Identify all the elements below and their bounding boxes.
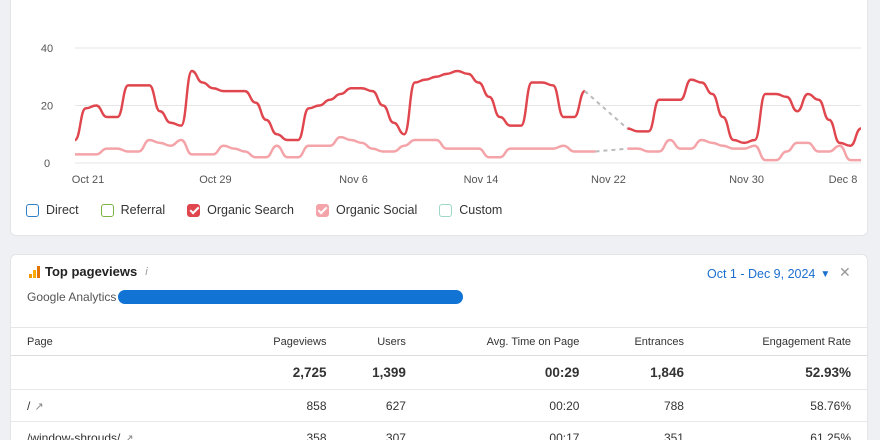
x-tick-label: Oct 29 [199, 174, 231, 186]
table-cell: 52.93% [699, 355, 867, 390]
legend-item-organic-social[interactable]: Organic Social [315, 203, 418, 217]
card-title: Top pageviews i [29, 264, 148, 279]
table-row: /window-shrouds/↗ 358 307 00:17 351 61.2… [11, 421, 867, 440]
table-cell: 00:17 [421, 421, 596, 440]
table-total-row: 2,725 1,399 00:29 1,846 52.93% [11, 355, 867, 390]
chart-legend: Direct Referral Organic Search Organic S… [26, 203, 524, 217]
column-header[interactable]: Engagement Rate [699, 327, 867, 356]
checkbox-direct[interactable] [26, 203, 39, 217]
info-icon[interactable]: i [145, 265, 148, 278]
close-icon[interactable]: ✕ [839, 264, 851, 280]
table-cell: 00:20 [421, 389, 596, 422]
card-title-text: Top pageviews [45, 264, 138, 279]
table-cell: 351 [595, 421, 700, 440]
top-pageviews-card: Top pageviews i Google Analytics Oct 1 -… [10, 254, 868, 440]
table-cell: 627 [342, 389, 422, 422]
x-tick-label: Nov 6 [339, 174, 368, 186]
page-cell[interactable]: /window-shrouds/↗ [11, 421, 233, 440]
date-range-text: Oct 1 - Dec 9, 2024 [707, 267, 816, 281]
external-link-icon[interactable]: ↗ [124, 432, 134, 440]
legend-item-referral[interactable]: Referral [100, 203, 166, 217]
traffic-line-chart: 0 20 40 Oct 21 Oct 29 Nov 6 Nov 14 Nov 22 Nov 30… [41, 43, 862, 186]
x-tick-label: Dec 8 [829, 174, 858, 186]
y-tick-label: 20 [41, 101, 53, 113]
gap-connector [584, 90, 628, 130]
table-cell: 61.25% [699, 421, 867, 440]
checkbox-organic-social[interactable] [315, 203, 329, 217]
data-source-label: Google Analytics [27, 290, 117, 304]
x-tick-label: Nov 22 [591, 174, 626, 186]
series-line-organic-search[interactable] [73, 69, 586, 142]
x-tick-label: Nov 14 [464, 174, 499, 186]
table-row: / ↗ 858 627 00:20 788 58.76% [11, 389, 867, 422]
table-cell: 358 [232, 421, 343, 440]
table-cell: 1,846 [595, 355, 700, 390]
y-tick-label: 0 [44, 158, 50, 170]
table-header-row: Page Pageviews Users Avg. Time on Page E… [11, 327, 867, 356]
legend-item-direct[interactable]: Direct [26, 203, 79, 217]
x-tick-label: Nov 30 [729, 174, 764, 186]
chevron-down-icon: ▼ [820, 268, 831, 280]
pageviews-table: Page Pageviews Users Avg. Time on Page E… [11, 327, 867, 440]
page-path-link[interactable]: /window-shrouds/ [27, 430, 121, 440]
legend-label: Referral [120, 203, 166, 217]
series-line-organic-social[interactable] [627, 138, 861, 162]
legend-item-custom[interactable]: Custom [439, 203, 502, 217]
table-cell: 858 [232, 389, 343, 422]
table-cell [11, 355, 233, 390]
x-tick-label: Oct 21 [72, 174, 104, 186]
series-line-organic-social[interactable] [75, 135, 596, 159]
date-range-selector[interactable]: Oct 1 - Dec 9, 2024 ▼ [707, 267, 830, 281]
analytics-bars-icon [29, 265, 41, 278]
gap-connector [595, 147, 628, 153]
redacted-account-name [118, 290, 464, 304]
legend-item-organic-search[interactable]: Organic Search [187, 203, 294, 217]
legend-label: Organic Social [335, 203, 418, 217]
checkbox-referral[interactable] [100, 203, 114, 217]
legend-label: Custom [459, 203, 503, 217]
column-header[interactable]: Entrances [595, 327, 700, 356]
table-cell: 307 [342, 421, 422, 440]
table-cell: 00:29 [421, 355, 596, 390]
y-tick-label: 40 [41, 43, 53, 55]
column-header[interactable]: Page [11, 327, 233, 356]
table-cell: 58.76% [699, 389, 867, 422]
page-path-link[interactable]: / [27, 398, 31, 413]
column-header[interactable]: Pageviews [232, 327, 343, 356]
column-header[interactable]: Users [342, 327, 422, 356]
table-cell: 1,399 [342, 355, 422, 390]
legend-label: Organic Search [207, 203, 294, 217]
checkbox-custom[interactable] [439, 203, 453, 217]
data-source: Google Analytics [27, 290, 464, 304]
traffic-chart-card: 0 20 40 Oct 21 Oct 29 Nov 6 Nov 14 Nov 22 Nov 30… [10, 0, 868, 236]
external-link-icon[interactable]: ↗ [34, 400, 44, 413]
checkbox-organic-search[interactable] [187, 203, 201, 217]
series-line-organic-search[interactable] [627, 78, 862, 147]
table-cell: 2,725 [232, 355, 343, 390]
column-header[interactable]: Avg. Time on Page [421, 327, 596, 356]
page-cell[interactable]: / ↗ [11, 389, 233, 422]
legend-label: Direct [46, 203, 79, 217]
table-cell: 788 [595, 389, 700, 422]
